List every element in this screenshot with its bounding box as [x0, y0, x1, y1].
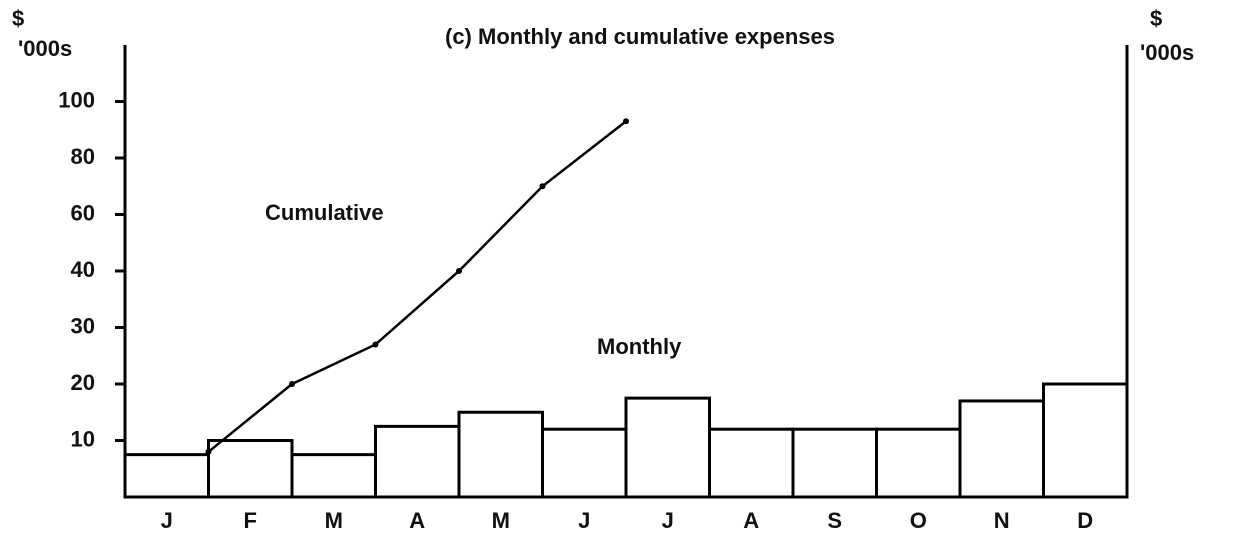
x-tick-label: M — [492, 508, 510, 533]
y-axis-label: '000s — [18, 36, 72, 61]
bar — [875, 427, 962, 499]
x-tick-label: J — [662, 508, 674, 533]
point — [623, 118, 629, 125]
y-tick-label: 40 — [71, 257, 95, 282]
x-tick-label: N — [994, 508, 1010, 533]
y2-axis-label: $ — [1150, 6, 1162, 31]
bar — [958, 399, 1045, 499]
x-tick-label: S — [827, 508, 842, 533]
x-tick-label: J — [578, 508, 590, 533]
bar — [708, 427, 795, 499]
x-tick-label: J — [161, 508, 173, 533]
x-tick-label: F — [244, 508, 257, 533]
y-tick-label: 100 — [58, 87, 95, 112]
point — [289, 381, 295, 387]
bar — [457, 410, 544, 499]
point — [372, 341, 379, 348]
x-tick-label: O — [910, 508, 927, 533]
x-tick-label: D — [1077, 508, 1093, 533]
bar — [123, 453, 210, 499]
y-tick-label: 80 — [71, 144, 95, 169]
bar — [624, 396, 711, 499]
bar — [374, 424, 461, 499]
point — [539, 183, 546, 190]
bar — [1042, 382, 1129, 499]
bar — [207, 439, 294, 499]
y-tick-label: 20 — [71, 370, 95, 395]
annotation: Cumulative — [265, 200, 384, 225]
y-tick-label: 10 — [71, 426, 95, 451]
y2-axis-label: '000s — [1140, 40, 1194, 65]
bar — [290, 453, 377, 499]
y-axis-label: $ — [12, 6, 24, 31]
chart-title: (c) Monthly and cumulative expenses — [445, 24, 835, 49]
x-tick-label: A — [743, 508, 759, 533]
bar — [541, 427, 628, 499]
y-tick-label: 30 — [71, 313, 95, 338]
x-tick-label: M — [325, 508, 343, 533]
line — [207, 120, 627, 453]
x-tick-label: A — [409, 508, 425, 533]
y-tick-label: 60 — [71, 200, 95, 225]
point — [456, 268, 462, 274]
annotation: Monthly — [597, 334, 682, 359]
bar — [791, 427, 878, 499]
point — [205, 448, 212, 455]
